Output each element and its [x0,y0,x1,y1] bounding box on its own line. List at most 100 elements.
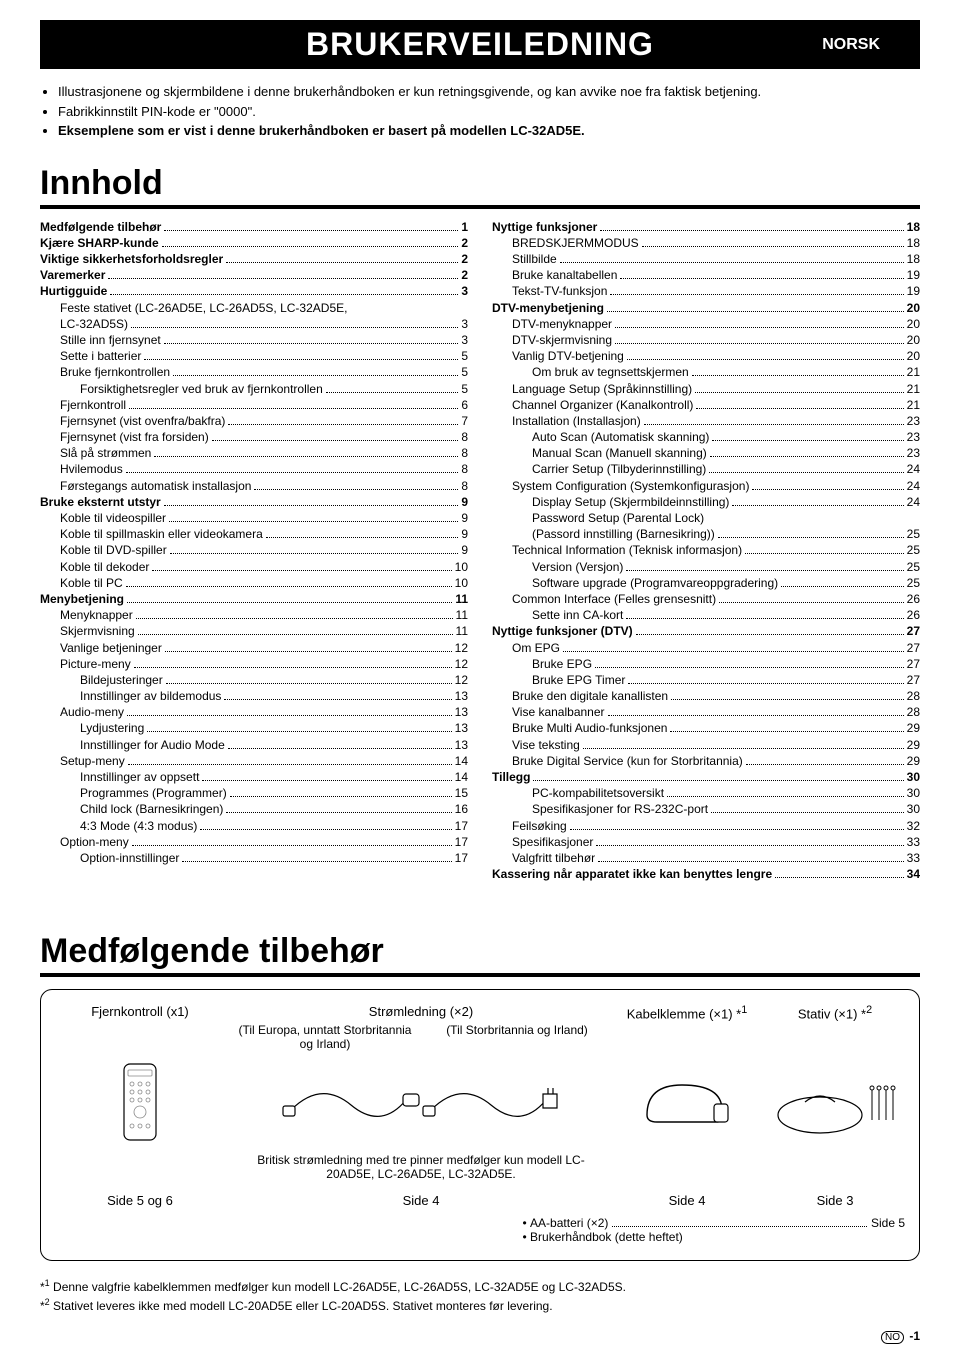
toc-page: 20 [907,332,920,348]
toc-label: Audio-meny [60,704,124,720]
toc-page: 13 [455,688,468,704]
toc-label: Skjermvisning [60,623,135,639]
toc-page: 32 [907,818,920,834]
toc-leader-dots [169,512,458,522]
toc-page: 26 [907,591,920,607]
page-footer: NO -1 [40,1329,920,1344]
toc-entry: Koble til dekoder10 [40,559,468,575]
toc-page: 33 [907,834,920,850]
toc-entry: Option-innstillinger 17 [40,850,468,866]
toc-entry: Viktige sikkerhetsforholdsregler2 [40,251,468,267]
toc-page: 28 [907,688,920,704]
toc-label: Om bruk av tegnsettskjermen [532,364,689,380]
toc-label: BREDSKJERMMODUS [512,235,639,251]
toc-page: 24 [907,461,920,477]
toc-label: Koble til spillmaskin eller videokamera [60,526,263,542]
toc-leader-dots [626,610,903,620]
toc-entry: (Passord innstilling (Barnesikring))25 [492,526,920,542]
toc-entry: Common Interface (Felles grensesnitt)26 [492,591,920,607]
toc-page: 12 [455,672,468,688]
toc-leader-dots [230,788,452,798]
toc-page: 10 [455,575,468,591]
toc-leader-dots [745,545,904,555]
toc-leader-dots [644,415,904,425]
toc-leader-dots [165,642,452,652]
toc-entry: Tekst-TV-funksjon19 [492,283,920,299]
toc-leader-dots [709,464,903,474]
toc-page: 8 [461,461,468,477]
toc-label: (Passord innstilling (Barnesikring)) [532,526,715,542]
toc-page: 17 [455,850,468,866]
toc-label: Auto Scan (Automatisk skanning) [532,429,709,445]
toc-leader-dots [127,593,452,603]
toc-page: 27 [907,656,920,672]
toc-page: 12 [455,656,468,672]
toc-label: 4:3 Mode (4:3 modus) [80,818,197,834]
toc-label: Bruke den digitale kanallisten [512,688,668,704]
intro-block: Illustrasjonene og skjermbildene i denne… [40,83,920,140]
toc-leader-dots [620,270,903,280]
toc-entry: Førstegangs automatisk installasjon8 [40,478,468,494]
toc-label: Førstegangs automatisk installasjon [60,478,251,494]
toc-leader-dots [129,399,458,409]
toc-label: Child lock (Barnesikringen) [80,801,223,817]
toc-label: Medfølgende tilbehør [40,219,161,235]
toc-entry: Lydjustering13 [40,720,468,736]
toc-page: 26 [907,607,920,623]
toc-label: Bildejusteringer [80,672,163,688]
toc-label: Vise kanalbanner [512,704,605,720]
toc-label: Fjernkontroll [60,397,126,413]
toc-page: 7 [461,413,468,429]
toc-label: Hurtigguide [40,283,107,299]
power-cords-icon [233,1059,609,1145]
toc-page: 20 [907,348,920,364]
acc-stand-title: Stativ (×1) *2 [765,1004,905,1047]
toc-leader-dots [595,658,904,668]
toc-entry: Vanlige betjeninger12 [40,640,468,656]
toc-label: Sette inn CA-kort [532,607,623,623]
toc-page: 30 [907,785,920,801]
toc-page: 29 [907,737,920,753]
toc-leader-dots [224,690,451,700]
toc-leader-dots [138,626,453,636]
toc-leader-dots [164,221,458,231]
acc-extra2: • Brukerhåndbok (dette heftet) [523,1230,906,1244]
toc-page: 30 [907,801,920,817]
toc-page: 2 [461,251,468,267]
toc-leader-dots [642,237,904,247]
toc-entry: Nyttige funksjoner18 [492,219,920,235]
toc-label: Nyttige funksjoner [492,219,597,235]
toc-page: 17 [455,818,468,834]
footer-lang-circle: NO [881,1331,904,1344]
toc-leader-dots [636,626,904,636]
toc-label: Menybetjening [40,591,124,607]
toc-entry: Channel Organizer (Kanalkontroll)21 [492,397,920,413]
toc-page: 14 [455,753,468,769]
toc-page: 21 [907,397,920,413]
toc-label: Kassering når apparatet ikke kan benytte… [492,866,772,882]
toc-label: Option-innstillinger [80,850,179,866]
toc-entry: Vise kanalbanner28 [492,704,920,720]
toc-leader-dots [212,431,459,441]
toc-leader-dots [626,561,903,571]
toc-label: Vanlig DTV-betjening [512,348,624,364]
toc-leader-dots [266,529,459,539]
footer-page-num: -1 [909,1329,920,1343]
toc-leader-dots [126,577,452,587]
toc-page: 27 [907,640,920,656]
toc-entry: Sette inn CA-kort 26 [492,607,920,623]
toc-page: 25 [907,559,920,575]
toc-leader-dots [719,593,904,603]
toc-page: 12 [455,640,468,656]
toc-label: Bruke Digital Service (kun for Storbrita… [512,753,743,769]
remote-control-icon [55,1059,225,1145]
accessories-rule [40,973,920,977]
toc-entry: Koble til videospiller9 [40,510,468,526]
toc-right-column: Nyttige funksjoner18BREDSKJERMMODUS18Sti… [492,219,920,883]
toc-page: 20 [907,300,920,316]
toc-page: 23 [907,445,920,461]
toc-leader-dots [182,852,451,862]
toc-leader-dots [147,723,451,733]
toc-leader-dots [670,723,903,733]
toc-leader-dots [164,334,459,344]
